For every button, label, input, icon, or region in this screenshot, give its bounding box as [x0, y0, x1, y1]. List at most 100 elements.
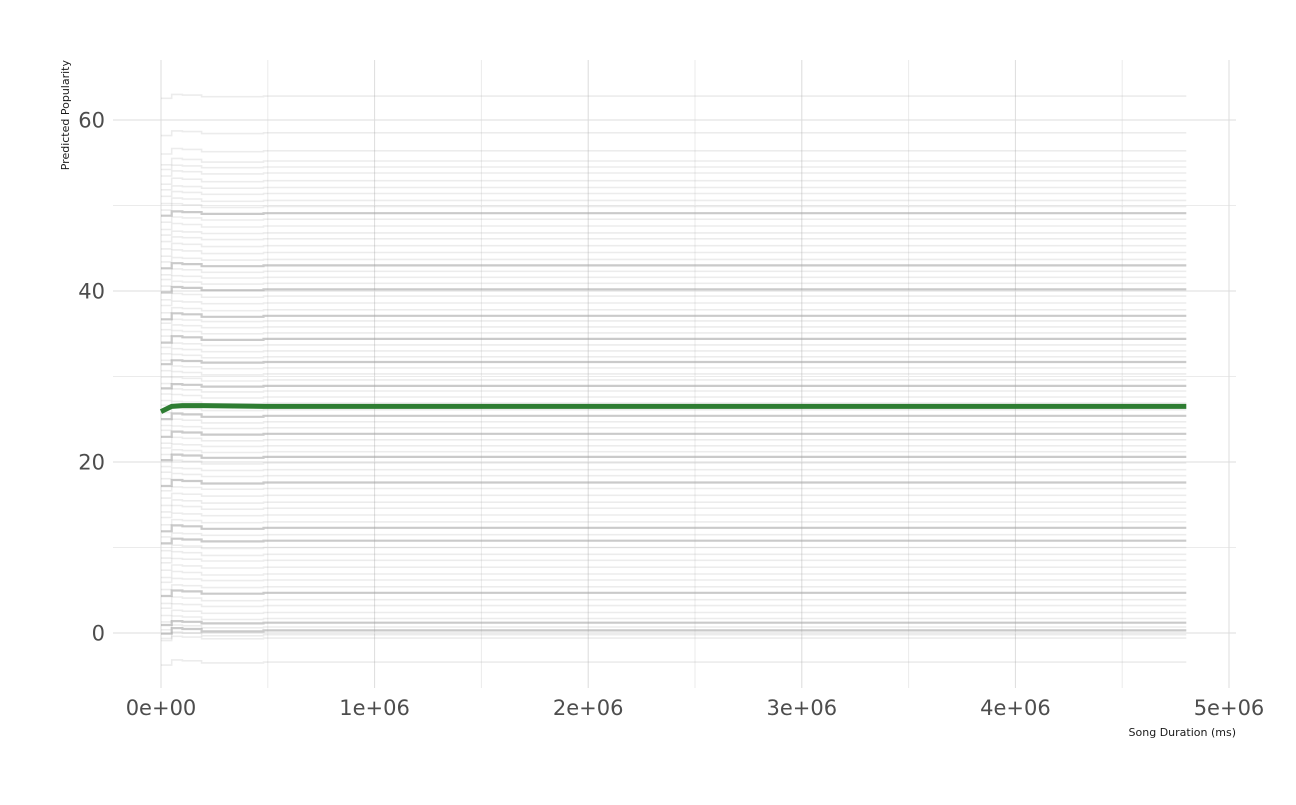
background-series-line — [161, 147, 1187, 155]
background-series-line — [161, 383, 1187, 390]
x-tick-label: 1e+06 — [339, 696, 410, 720]
background-series-line — [161, 467, 1187, 474]
background-series-line — [161, 609, 1187, 617]
background-series-line — [161, 170, 1187, 177]
background-series-line — [161, 602, 1187, 610]
background-series-line — [161, 557, 1187, 564]
background-series-line — [161, 292, 1187, 301]
background-series-line — [161, 430, 1187, 438]
x-tick-label: 4e+06 — [980, 696, 1051, 720]
background-series-line — [161, 230, 1187, 236]
background-series-lines — [161, 93, 1187, 666]
background-series-line — [161, 524, 1187, 533]
background-series-line — [161, 635, 1187, 642]
background-series-line — [161, 93, 1187, 100]
background-series-line — [161, 459, 1187, 468]
background-series-line — [161, 222, 1187, 231]
background-series-line — [161, 347, 1187, 355]
background-series-line — [161, 492, 1187, 499]
y-tick-label: 60 — [78, 109, 105, 133]
background-series-line — [161, 443, 1187, 449]
x-tick-label: 0e+00 — [126, 696, 197, 720]
background-series-line — [161, 577, 1187, 584]
background-series-line — [161, 550, 1187, 559]
background-series-line — [161, 359, 1187, 366]
grid — [113, 60, 1236, 688]
background-series-line — [161, 202, 1187, 211]
background-series-line — [161, 478, 1187, 488]
background-series-line — [161, 544, 1187, 552]
background-series-line — [161, 589, 1187, 598]
background-series-line — [161, 306, 1187, 314]
background-series-line — [161, 324, 1187, 331]
background-series-line — [161, 177, 1187, 185]
background-series-line — [161, 335, 1187, 344]
background-series-line — [161, 532, 1187, 538]
background-series-line — [161, 537, 1187, 545]
background-series-line — [161, 274, 1187, 281]
background-series-line — [161, 504, 1187, 513]
background-series-line — [161, 418, 1187, 427]
background-series-line — [161, 518, 1187, 526]
y-tick-label: 40 — [78, 280, 105, 304]
background-series-line — [161, 236, 1187, 243]
background-series-line — [161, 659, 1187, 666]
background-series-line — [161, 619, 1187, 627]
background-series-line — [161, 400, 1187, 407]
background-series-line — [161, 262, 1187, 270]
background-series-line — [161, 242, 1187, 250]
background-series-line — [161, 300, 1187, 307]
background-series-line — [161, 185, 1187, 191]
background-series-line — [161, 285, 1187, 294]
background-series-line — [161, 486, 1187, 492]
background-series-line — [161, 407, 1187, 414]
x-tick-label: 2e+06 — [553, 696, 624, 720]
background-series-line — [161, 615, 1187, 623]
background-series-line — [161, 280, 1187, 287]
background-series-line — [161, 626, 1187, 635]
background-series-line — [161, 197, 1187, 205]
background-series-line — [161, 370, 1187, 379]
background-series-line — [161, 329, 1187, 337]
x-tick-label: 5e+06 — [1194, 696, 1265, 720]
background-series-line — [161, 512, 1187, 519]
background-series-line — [161, 436, 1187, 445]
background-series-line — [161, 624, 1187, 631]
background-series-line — [161, 412, 1187, 421]
y-tick-label: 20 — [78, 451, 105, 475]
background-series-line — [161, 448, 1187, 456]
background-series-line — [161, 596, 1187, 605]
y-axis-title: Predicted Popularity — [59, 60, 72, 171]
background-series-line — [161, 353, 1187, 362]
background-series-line — [161, 164, 1187, 171]
background-series-line — [161, 312, 1187, 321]
background-series-line — [161, 499, 1187, 507]
background-series-line — [161, 365, 1187, 372]
background-series-line — [161, 393, 1187, 402]
background-series-line — [161, 453, 1187, 462]
background-series-line — [161, 190, 1187, 198]
background-series-line — [161, 130, 1187, 137]
x-tick-label: 3e+06 — [766, 696, 837, 720]
background-series-line — [161, 584, 1187, 591]
tick-labels: 0e+00 1e+06 2e+06 3e+06 4e+06 5e+06 0 20 40 60 — [78, 109, 1264, 721]
background-series-line — [161, 425, 1187, 432]
y-tick-label: 0 — [92, 622, 105, 646]
x-axis-title: Song Duration (ms) — [1129, 726, 1236, 739]
background-series-line — [161, 268, 1187, 276]
background-series-line — [161, 216, 1187, 223]
background-series-line — [161, 342, 1187, 349]
background-series-line — [161, 376, 1187, 385]
background-series-line — [161, 318, 1187, 325]
background-series-line — [161, 249, 1187, 258]
background-series-line — [161, 570, 1187, 579]
highlight-series — [159, 403, 1187, 414]
background-series-line — [161, 472, 1187, 480]
background-series-line — [161, 388, 1187, 395]
background-series-line — [161, 256, 1187, 263]
background-series-line — [161, 564, 1187, 572]
background-series-line — [161, 631, 1187, 640]
background-series-line — [161, 157, 1187, 166]
